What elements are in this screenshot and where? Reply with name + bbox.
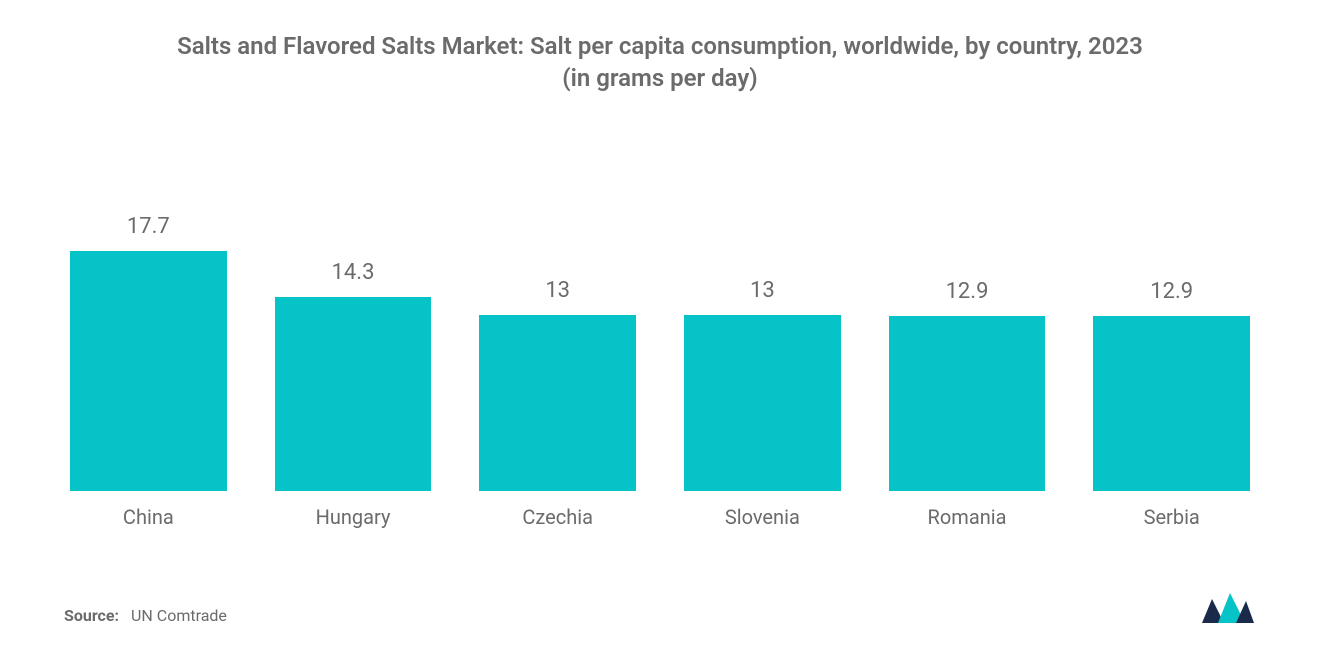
source-text: UN Comtrade <box>131 606 227 625</box>
x-axis-label: Czechia <box>479 505 636 529</box>
bar-value-label: 14.3 <box>332 260 375 285</box>
bar-group: 12.9 <box>889 279 1046 491</box>
bar-group: 14.3 <box>275 260 432 491</box>
title-line-2: (in grams per day) <box>562 64 757 92</box>
bar-value-label: 13 <box>750 278 775 303</box>
bar <box>684 315 841 491</box>
bar <box>70 251 227 491</box>
x-axis-label: Romania <box>889 505 1046 529</box>
x-axis-labels: China Hungary Czechia Slovenia Romania Serbia <box>60 491 1260 529</box>
bar-group: 17.7 <box>70 214 227 491</box>
brand-logo-icon <box>1200 589 1256 625</box>
bar <box>479 315 636 491</box>
bar-value-label: 13 <box>545 278 570 303</box>
bar-value-label: 17.7 <box>127 214 170 239</box>
bar-group: 13 <box>684 278 841 491</box>
source-citation: Source: UN Comtrade <box>64 606 227 625</box>
plot-area: 17.7 14.3 13 13 12.9 12.9 <box>60 105 1260 491</box>
title-line-1: Salts and Flavored Salts Market: Salt pe… <box>177 32 1143 60</box>
chart-footer: Source: UN Comtrade <box>60 589 1260 625</box>
chart-container: Salts and Flavored Salts Market: Salt pe… <box>0 0 1320 665</box>
bar-value-label: 12.9 <box>1150 279 1193 304</box>
bar <box>275 297 432 491</box>
bar-value-label: 12.9 <box>946 279 989 304</box>
x-axis-label: China <box>70 505 227 529</box>
bar-group: 13 <box>479 278 636 491</box>
x-axis-label: Hungary <box>275 505 432 529</box>
bar <box>1093 316 1250 491</box>
x-axis-label: Slovenia <box>684 505 841 529</box>
source-label: Source: <box>64 606 119 625</box>
bar <box>889 316 1046 491</box>
x-axis-label: Serbia <box>1093 505 1250 529</box>
chart-title: Salts and Flavored Salts Market: Salt pe… <box>60 30 1260 95</box>
bar-group: 12.9 <box>1093 279 1250 491</box>
